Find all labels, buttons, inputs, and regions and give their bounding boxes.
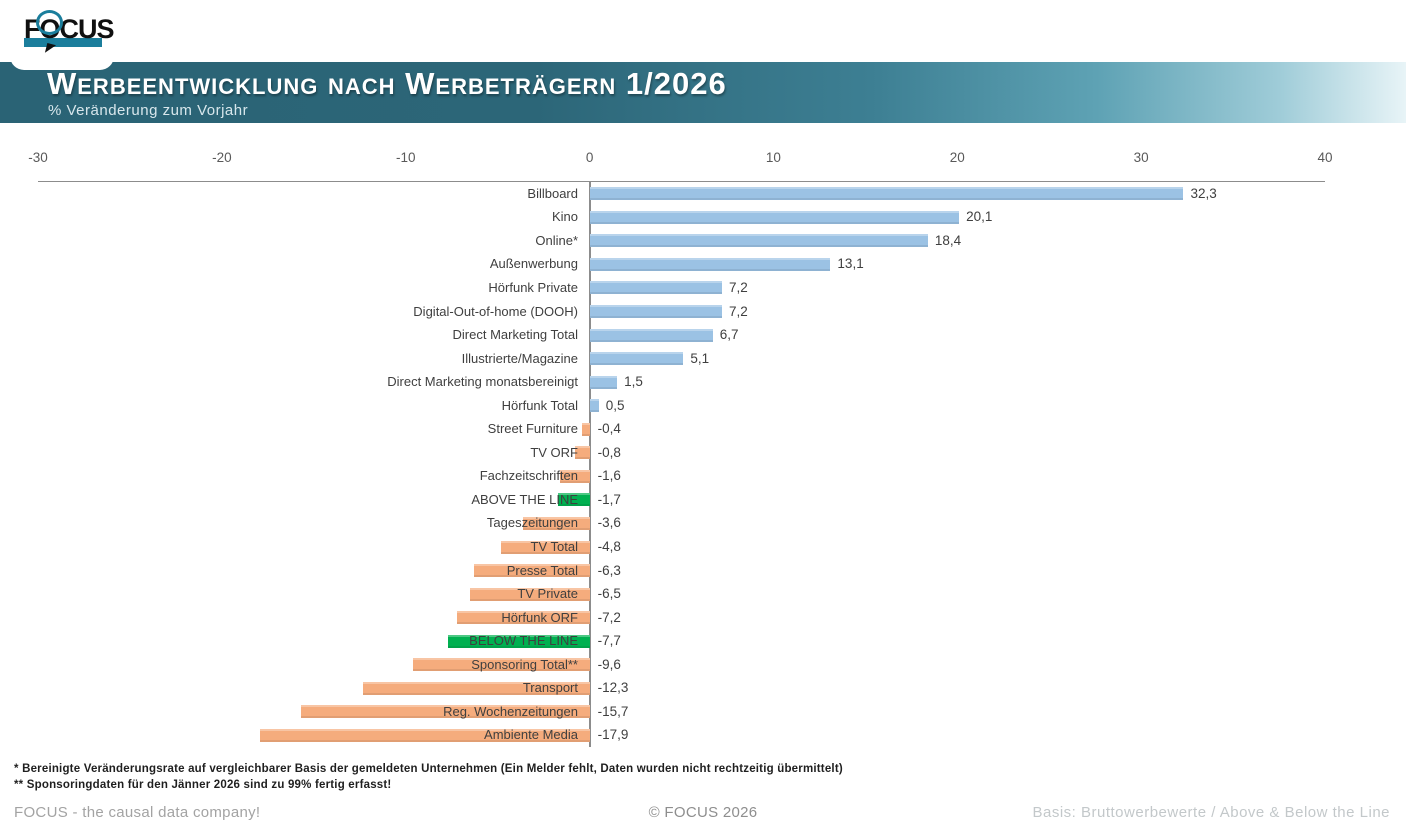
bar (448, 634, 590, 648)
bar-value: 18,4 (934, 232, 962, 248)
bar-label: Außenwerbung (489, 256, 578, 272)
bar (589, 187, 1184, 201)
bar-value: -9,6 (597, 656, 621, 672)
logo-letter-o: O (35, 10, 63, 43)
bar-value: 6,7 (719, 327, 739, 343)
x-tick-label: 20 (949, 150, 965, 165)
bar-value: 13,1 (837, 256, 864, 272)
bar-value: 7,2 (728, 303, 748, 319)
bar-value: 7,2 (728, 279, 748, 295)
logo-letters-cus: CUS (59, 14, 115, 44)
bar (473, 564, 590, 578)
bar-label: Reg. Wochenzeitungen (443, 703, 578, 719)
bar-label: Presse Total (506, 562, 578, 578)
zero-axis-line (588, 181, 591, 748)
bar-label: Direct Marketing monatsbereinigt (387, 374, 578, 390)
bar (457, 611, 590, 625)
x-tick-label: -30 (28, 150, 48, 165)
bar-label: Kino (551, 209, 578, 225)
bar-label: Hörfunk Private (488, 279, 578, 295)
bar-value: -7,7 (597, 633, 621, 649)
x-tick-label: 0 (585, 150, 594, 165)
footer-basis-note: Basis: Bruttowerbewerte / Above & Below … (1032, 804, 1390, 821)
x-tick-label: 10 (765, 150, 781, 165)
bar-value: -1,7 (597, 491, 621, 507)
bar (589, 257, 831, 271)
footer-company-tagline: FOCUS - the causal data company! (14, 804, 261, 821)
bar-label: Ambiente Media (484, 727, 578, 743)
x-tick-label: 30 (1133, 150, 1149, 165)
logo-wordmark: FO CUS (24, 10, 115, 44)
bar-label: Billboard (527, 185, 578, 201)
bar-label: TV ORF (530, 444, 578, 460)
bar (589, 305, 722, 319)
bar-value: -12,3 (597, 680, 629, 696)
bar-label: Tageszeitungen (486, 515, 578, 531)
bar-label: Transport (522, 680, 578, 696)
bar-value: 0,5 (605, 397, 625, 413)
bar-value: -1,6 (597, 468, 621, 484)
bar-label: BELOW THE LINE (469, 633, 578, 649)
bar (470, 587, 590, 601)
bar (589, 399, 599, 413)
bar-value: 5,1 (690, 350, 710, 366)
bar-label: Sponsoring Total** (471, 656, 578, 672)
bar (589, 375, 618, 389)
bar-value: -6,3 (597, 562, 621, 578)
bar (560, 469, 590, 483)
x-axis-line (38, 181, 1326, 182)
bar-label: TV Private (517, 586, 578, 602)
bar (300, 705, 590, 719)
bar-label: Fachzeitschriften (479, 468, 578, 484)
bar-label: TV Total (530, 539, 578, 555)
bar (589, 328, 713, 342)
bar (501, 540, 590, 554)
bar-value: -4,8 (597, 539, 621, 555)
bar-label: Hörfunk ORF (501, 609, 578, 625)
bar (260, 728, 590, 742)
bar (558, 493, 590, 507)
bar-value: -3,6 (597, 515, 621, 531)
bar-value: 20,1 (966, 209, 993, 225)
bar-label: Online* (535, 232, 578, 248)
bar-label: ABOVE THE LINE (471, 491, 578, 507)
logo-magnifier-handle-icon (44, 43, 57, 55)
bar-label: Digital-Out-of-home (DOOH) (413, 303, 578, 319)
footnote-1: * Bereinigte Veränderungsrate auf vergle… (14, 763, 843, 775)
bar-value: -17,9 (597, 727, 629, 743)
bar-value: -15,7 (597, 703, 629, 719)
footnote-2: ** Sponsoringdaten für den Jänner 2026 s… (14, 779, 392, 791)
page-title: Werbeentwicklung nach Werbeträgern 1/202… (47, 66, 727, 101)
page-subtitle: % Veränderung zum Vorjahr (48, 102, 249, 119)
bar-label: Street Furniture (487, 421, 578, 437)
magnifier-ring-icon (35, 10, 63, 35)
bar (589, 281, 722, 295)
bar (574, 446, 590, 460)
footer-copyright: © FOCUS 2026 (648, 804, 758, 821)
bar-value: -7,2 (597, 609, 621, 625)
bar (589, 234, 928, 248)
bar-label: Direct Marketing Total (452, 327, 578, 343)
x-tick-label: 40 (1317, 150, 1333, 165)
bar-label: Hörfunk Total (501, 397, 578, 413)
bar (363, 681, 590, 695)
logo-underline-bar (24, 38, 102, 47)
bar (589, 352, 684, 366)
bar (589, 210, 960, 224)
bar (413, 658, 590, 672)
bar-value: 1,5 (624, 374, 643, 390)
bar-value: 32,3 (1190, 185, 1217, 201)
bar (523, 516, 590, 530)
x-tick-label: -10 (395, 150, 416, 165)
bar-value: -6,5 (597, 586, 621, 602)
focus-logo: FO CUS (10, 0, 115, 70)
bar-value: -0,8 (597, 444, 621, 460)
header-banner (0, 62, 1406, 123)
bar-value: -0,4 (597, 421, 621, 437)
bar-label: Illustrierte/Magazine (461, 350, 578, 366)
bar (582, 422, 590, 436)
x-tick-label: -20 (212, 150, 232, 165)
